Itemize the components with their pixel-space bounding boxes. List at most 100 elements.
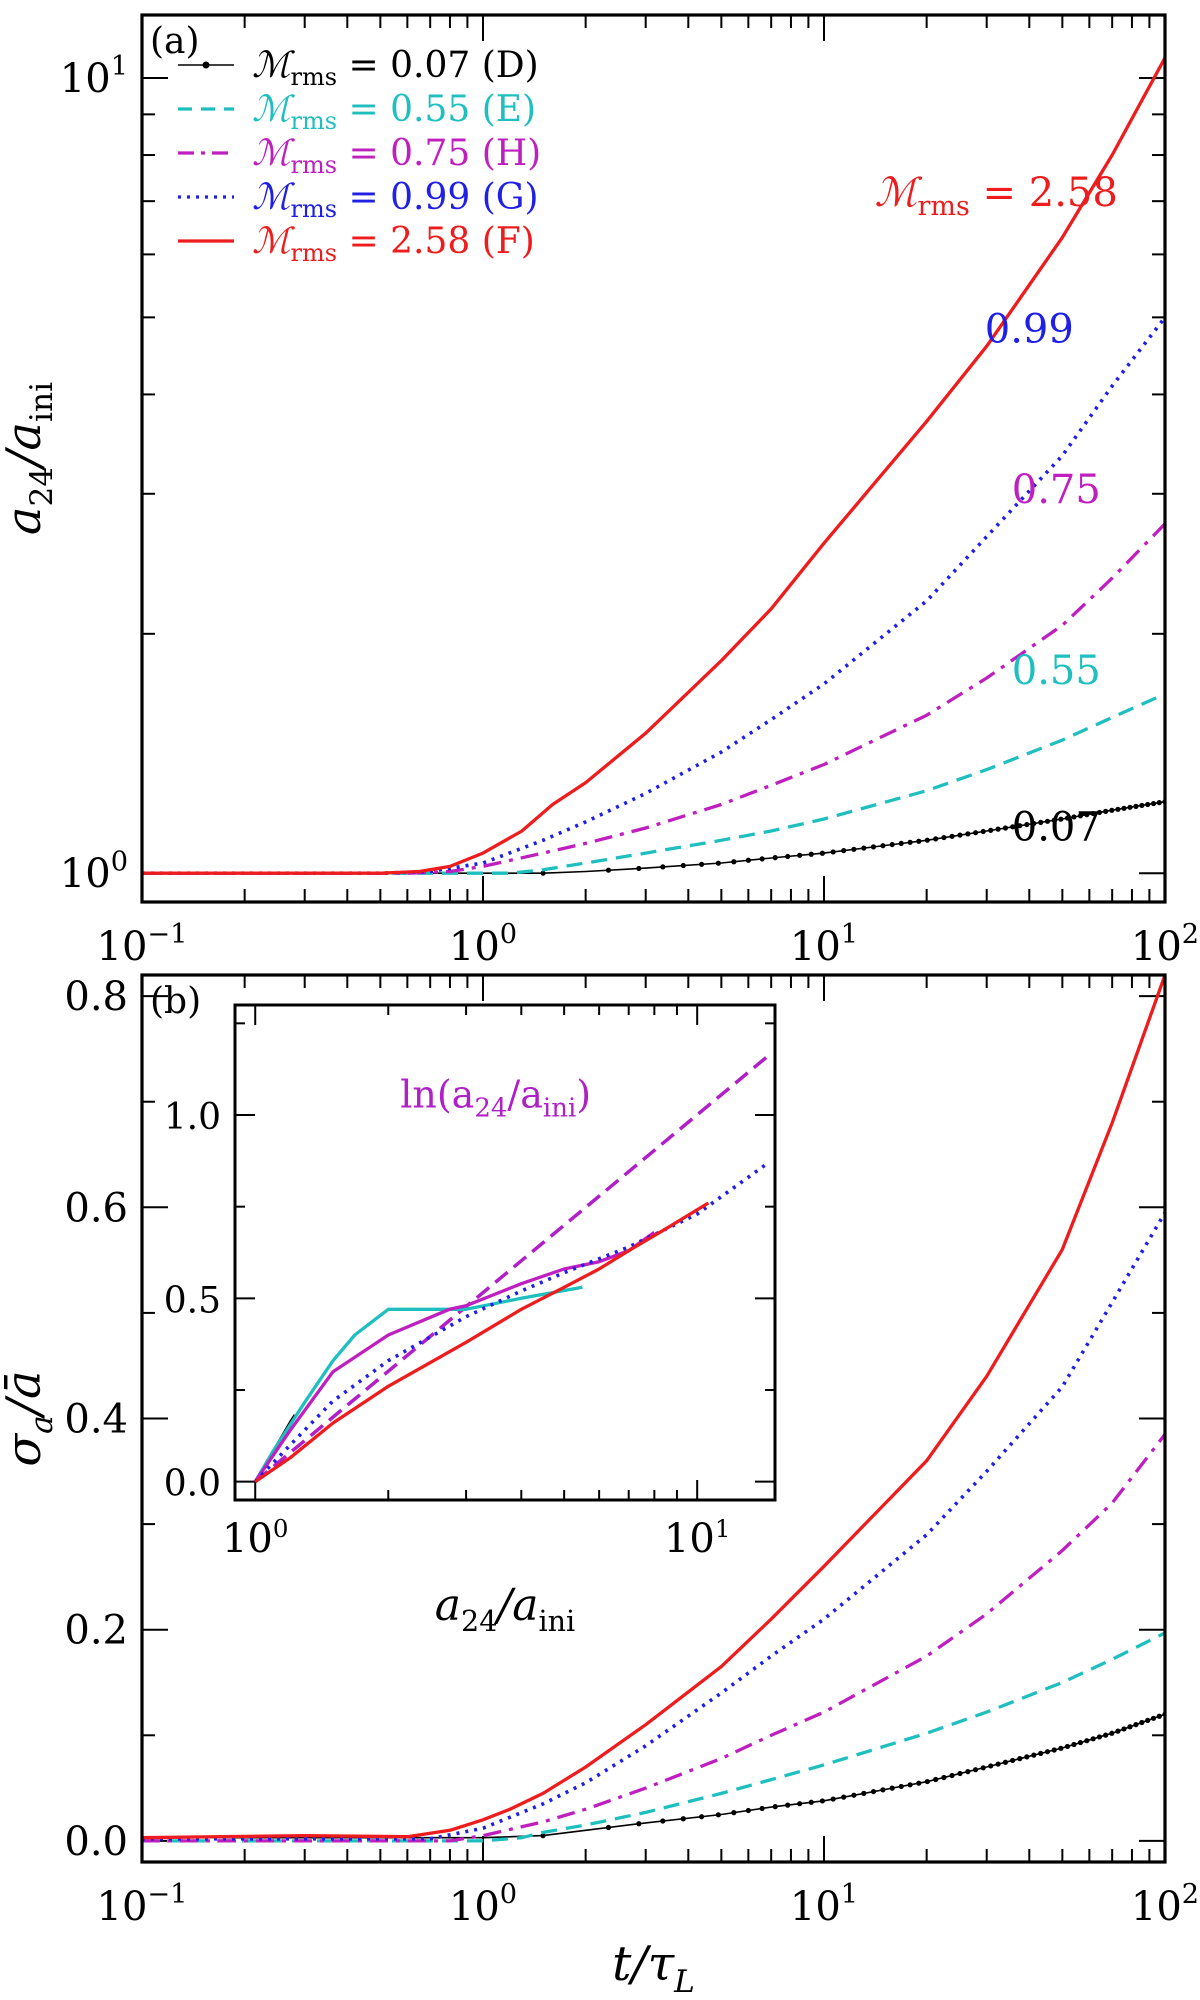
series-marker-D bbox=[1156, 1713, 1162, 1719]
series-marker-D bbox=[731, 1810, 737, 1816]
series-marker-D bbox=[1071, 814, 1077, 820]
annotation-F: ℳrms = 2.58 bbox=[875, 170, 1118, 222]
series-marker-D bbox=[870, 1788, 877, 1795]
ticks-b bbox=[141, 975, 1166, 1862]
series-marker-D bbox=[731, 859, 737, 865]
series-marker-D bbox=[745, 857, 751, 863]
series-marker-D bbox=[1024, 821, 1030, 828]
series-line-E bbox=[142, 692, 1165, 875]
series-marker-D bbox=[1058, 816, 1064, 822]
series-marker-D bbox=[1058, 1745, 1064, 1751]
y-tick-label: 0.5 bbox=[164, 1280, 221, 1321]
series-marker-D bbox=[841, 847, 847, 854]
reference-line-ln bbox=[254, 1054, 770, 1484]
series-marker-D bbox=[699, 1814, 705, 1820]
ticks-b-inset bbox=[234, 1005, 775, 1500]
series-marker-D bbox=[759, 1805, 765, 1812]
series-marker-D bbox=[1071, 1741, 1077, 1748]
series-marker-D bbox=[1145, 1717, 1151, 1723]
series-line-F bbox=[254, 1201, 710, 1484]
series-marker-D bbox=[797, 1801, 803, 1807]
series-marker-D bbox=[1150, 1715, 1157, 1721]
series-marker-D bbox=[924, 1778, 930, 1785]
y-tick-label: 0.6 bbox=[64, 1185, 128, 1231]
series-marker-D bbox=[898, 1783, 904, 1790]
series-marker-D bbox=[715, 860, 721, 866]
panel-label-b: (b) bbox=[150, 981, 201, 1022]
x-tick-label: 101 bbox=[790, 1879, 858, 1930]
series-marker-D bbox=[540, 870, 546, 876]
series-marker-D bbox=[1090, 810, 1096, 817]
series-marker-D bbox=[957, 832, 963, 838]
series-marker-D bbox=[1024, 1754, 1030, 1760]
series-marker-D bbox=[1064, 1743, 1071, 1750]
series-marker-D bbox=[1064, 815, 1071, 821]
series-marker-D bbox=[889, 1785, 895, 1791]
x-axis-label: t/τL bbox=[612, 1936, 695, 2000]
y-tick-label: 1.0 bbox=[164, 1097, 221, 1138]
series-marker-D bbox=[907, 839, 913, 845]
series-b bbox=[142, 975, 1165, 1843]
series-marker-D bbox=[916, 1780, 922, 1786]
y-tick-label: 0.4 bbox=[64, 1397, 128, 1443]
y-axis-label: a24/aini bbox=[0, 382, 60, 535]
legend-marker bbox=[202, 61, 210, 69]
series-marker-D bbox=[785, 853, 791, 860]
reference-label: ln(a24/aini) bbox=[400, 1073, 591, 1124]
series-marker-D bbox=[830, 1796, 836, 1802]
x-tick-label: 101 bbox=[664, 1514, 730, 1562]
series-marker-D bbox=[907, 1782, 913, 1788]
series-marker-D bbox=[988, 827, 994, 833]
series-marker-D bbox=[660, 1818, 666, 1824]
annotation-G: 0.99 bbox=[985, 306, 1074, 352]
series-marker-D bbox=[880, 1787, 886, 1793]
series-marker-D bbox=[1002, 825, 1009, 831]
series-line-G bbox=[142, 316, 1165, 875]
series-line-H bbox=[253, 1230, 656, 1483]
x-tick-label: 102 bbox=[1131, 919, 1199, 970]
series-marker-D bbox=[1121, 1726, 1127, 1732]
series-marker-D bbox=[819, 1798, 825, 1804]
series-marker-D bbox=[759, 856, 765, 862]
series-marker-D bbox=[1051, 1747, 1057, 1753]
legend-label-F: ℳrms = 2.58 (F) bbox=[252, 221, 535, 267]
series-marker-D bbox=[605, 1824, 612, 1831]
series-marker-D bbox=[1121, 805, 1127, 811]
series-marker-D bbox=[965, 831, 971, 837]
series-marker-D bbox=[988, 1763, 994, 1769]
annotation-H: 0.75 bbox=[1012, 467, 1101, 513]
series-marker-D bbox=[898, 840, 904, 847]
axes-frame-b-inset bbox=[233, 1003, 777, 1502]
series-marker-D bbox=[949, 833, 955, 839]
series-marker-D bbox=[957, 1770, 963, 1777]
series-marker-D bbox=[1031, 820, 1037, 827]
series-marker-D bbox=[851, 1792, 857, 1798]
series-marker-D bbox=[941, 1774, 947, 1781]
series-marker-D bbox=[1044, 818, 1051, 824]
series-marker-D bbox=[1077, 813, 1084, 819]
panel-label-a: (a) bbox=[150, 21, 200, 62]
series-marker-D bbox=[605, 867, 612, 873]
series-marker-D bbox=[1127, 1724, 1133, 1730]
x-tick-label: 10−1 bbox=[97, 1879, 188, 1930]
series-marker-D bbox=[972, 1767, 979, 1773]
annotation-D: 0.07 bbox=[1012, 804, 1101, 850]
series-marker-D bbox=[1109, 807, 1115, 813]
series-marker-D bbox=[1017, 823, 1023, 829]
series-marker-D bbox=[1044, 1749, 1051, 1755]
series-marker-D bbox=[636, 865, 642, 872]
series-marker-D bbox=[819, 850, 825, 856]
series-marker-D bbox=[1038, 1750, 1044, 1757]
series-marker-D bbox=[785, 1802, 791, 1808]
x-tick-label: 102 bbox=[1131, 1879, 1199, 1930]
series-marker-D bbox=[660, 864, 666, 870]
series-marker-D bbox=[636, 1821, 642, 1827]
series-marker-D bbox=[1133, 803, 1139, 809]
legend-label-G: ℳrms = 0.99 (G) bbox=[252, 177, 539, 223]
series-marker-D bbox=[1096, 809, 1103, 816]
y-tick-label: 100 bbox=[60, 846, 128, 897]
series-marker-D bbox=[980, 1765, 986, 1771]
series-marker-D bbox=[972, 830, 979, 836]
